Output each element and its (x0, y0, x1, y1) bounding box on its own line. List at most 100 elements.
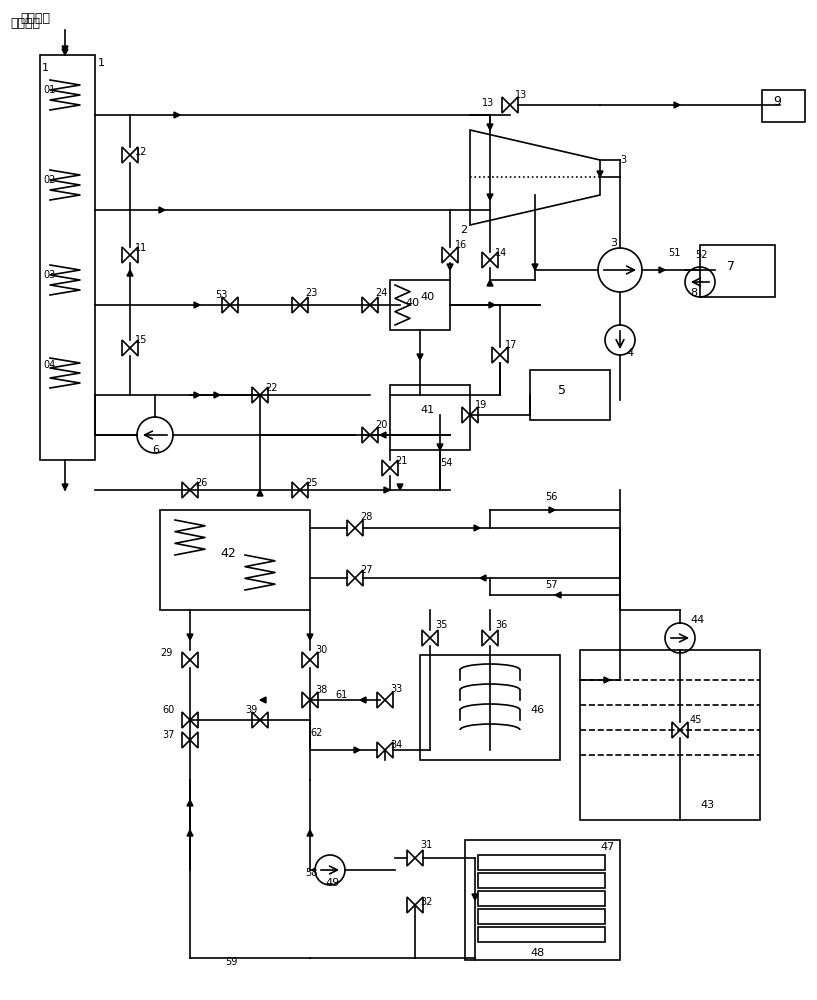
Text: 6: 6 (152, 445, 159, 455)
Polygon shape (659, 267, 665, 273)
Bar (530, 370, 610, 420)
Text: 24: 24 (375, 288, 387, 298)
Text: 12: 12 (135, 147, 147, 157)
Text: 23: 23 (305, 288, 317, 298)
Polygon shape (214, 392, 220, 398)
Polygon shape (597, 171, 603, 177)
Polygon shape (187, 830, 193, 836)
Text: 53: 53 (215, 290, 227, 300)
Text: 28: 28 (360, 512, 373, 522)
Bar (420, 655, 560, 760)
Text: 9: 9 (773, 95, 781, 108)
Polygon shape (260, 697, 266, 703)
Polygon shape (549, 507, 555, 513)
Polygon shape (187, 634, 193, 640)
Text: 31: 31 (420, 840, 432, 850)
Bar (465, 840, 620, 960)
Text: 1: 1 (98, 58, 105, 68)
Polygon shape (674, 102, 680, 108)
Text: 2: 2 (460, 225, 467, 235)
Text: 52: 52 (695, 250, 708, 260)
Bar (390, 385, 470, 450)
Text: 57: 57 (545, 580, 557, 590)
Text: 58: 58 (305, 868, 317, 878)
Polygon shape (159, 207, 165, 213)
Text: 04: 04 (43, 360, 56, 370)
Text: 47: 47 (600, 842, 614, 852)
Polygon shape (474, 525, 480, 531)
Text: 7: 7 (727, 260, 735, 273)
Polygon shape (487, 194, 493, 200)
Text: 45: 45 (690, 715, 703, 725)
Text: 40: 40 (420, 292, 434, 302)
Text: 44: 44 (690, 615, 704, 625)
Text: 30: 30 (315, 645, 328, 655)
Text: 40: 40 (405, 298, 419, 308)
Text: 13: 13 (515, 90, 527, 100)
Text: 26: 26 (195, 478, 208, 488)
Bar (40, 55, 95, 460)
Text: 54: 54 (440, 458, 453, 468)
Polygon shape (62, 46, 68, 52)
Text: 22: 22 (265, 383, 278, 393)
Text: 35: 35 (435, 620, 448, 630)
Text: 4: 4 (626, 348, 633, 358)
Text: 51: 51 (668, 248, 681, 258)
Bar (478, 909, 605, 924)
Text: 高温烟气: 高温烟气 (10, 17, 40, 30)
Polygon shape (174, 112, 180, 118)
Bar (478, 855, 605, 870)
Polygon shape (187, 800, 193, 806)
Polygon shape (380, 432, 386, 438)
Text: 27: 27 (360, 565, 373, 575)
Text: 59: 59 (225, 957, 238, 967)
Text: 高温烟气: 高温烟气 (20, 12, 50, 25)
Text: 56: 56 (545, 492, 557, 502)
Text: 34: 34 (390, 740, 402, 750)
Polygon shape (487, 280, 493, 286)
Polygon shape (604, 677, 610, 683)
Text: 15: 15 (135, 335, 147, 345)
Text: 1: 1 (42, 63, 49, 73)
Polygon shape (480, 575, 486, 581)
Text: 62: 62 (310, 728, 323, 738)
Text: 8: 8 (690, 288, 697, 298)
Text: 01: 01 (43, 85, 56, 95)
Text: 36: 36 (495, 620, 507, 630)
Bar (478, 891, 605, 906)
Text: 46: 46 (530, 705, 544, 715)
Polygon shape (360, 697, 366, 703)
Text: 60: 60 (162, 705, 174, 715)
Text: 19: 19 (475, 400, 487, 410)
Polygon shape (384, 487, 390, 493)
Text: 49: 49 (325, 878, 339, 888)
Polygon shape (194, 392, 200, 398)
Polygon shape (489, 302, 495, 308)
Bar (478, 927, 605, 942)
Text: 16: 16 (455, 240, 467, 250)
Text: 41: 41 (420, 405, 434, 415)
Text: 38: 38 (315, 685, 328, 695)
Text: 5: 5 (558, 384, 566, 397)
Polygon shape (194, 302, 200, 308)
Bar (762, 90, 805, 122)
Text: 33: 33 (390, 684, 402, 694)
Polygon shape (307, 830, 313, 836)
Polygon shape (555, 592, 561, 598)
Polygon shape (127, 270, 133, 276)
Polygon shape (397, 484, 403, 490)
Bar (478, 873, 605, 888)
Text: 43: 43 (700, 800, 714, 810)
Polygon shape (257, 490, 263, 496)
Text: 03: 03 (43, 270, 56, 280)
Polygon shape (472, 894, 478, 900)
Text: 13: 13 (482, 98, 494, 108)
Polygon shape (487, 124, 493, 130)
Polygon shape (447, 264, 453, 270)
Text: 37: 37 (162, 730, 174, 740)
Bar (390, 280, 450, 330)
Polygon shape (417, 354, 423, 360)
Text: 42: 42 (220, 547, 236, 560)
Text: 20: 20 (375, 420, 387, 430)
Polygon shape (307, 634, 313, 640)
